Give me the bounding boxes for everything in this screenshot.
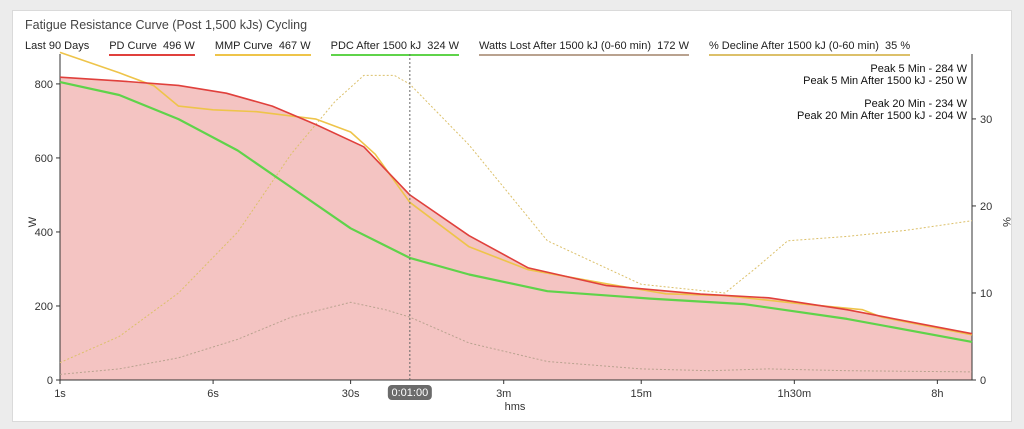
legend-swatch <box>479 54 689 56</box>
legend-swatch <box>214 54 311 56</box>
x-tick-label: 1s <box>54 388 66 400</box>
legend-item-percent-decline[interactable]: % Decline After 1500 kJ (0-60 min) 35 % <box>708 40 911 56</box>
cursor-badge-label: 0:01:00 <box>391 387 428 399</box>
x-tick-label: 1h30m <box>778 388 812 400</box>
peak-annotation: Peak 20 Min After 1500 kJ - 204 W <box>797 110 968 122</box>
legend-label: PD Curve <box>109 40 157 52</box>
legend-swatch <box>708 54 911 56</box>
legend-item-pdc-after[interactable]: PDC After 1500 kJ 324 W <box>330 40 460 56</box>
x-axis-label: hms <box>505 401 526 413</box>
legend-item-watts-lost[interactable]: Watts Lost After 1500 kJ (0-60 min) 172 … <box>479 40 689 56</box>
x-tick-label: 15m <box>631 388 652 400</box>
y2-tick-label: 30 <box>980 114 992 126</box>
peak-annotation: Peak 5 Min - 284 W <box>870 63 967 75</box>
y-tick-label: 800 <box>35 79 53 91</box>
chart-title: Fatigue Resistance Curve (Post 1,500 kJs… <box>25 18 308 32</box>
legend-label: % Decline After 1500 kJ (0-60 min) <box>708 40 879 52</box>
legend-value: 496 W <box>163 40 195 52</box>
y2-tick-label: 0 <box>980 375 986 387</box>
y-tick-label: 400 <box>35 227 53 239</box>
legend-label: MMP Curve <box>214 40 273 52</box>
legend-value: 324 W <box>427 40 460 52</box>
y-tick-label: 200 <box>35 301 53 313</box>
legend-value: 467 W <box>278 40 311 52</box>
y-tick-label: 600 <box>35 153 53 165</box>
legend-item-mmp-curve[interactable]: MMP Curve 467 W <box>214 40 311 56</box>
legend-label: PDC After 1500 kJ <box>330 40 422 52</box>
y2-axis-label: % <box>1000 217 1012 227</box>
x-tick-label: 8h <box>931 388 943 400</box>
series-line--decline-after-1500-kj-0-60-min <box>59 74 973 364</box>
legend-label: Watts Lost After 1500 kJ (0-60 min) <box>479 40 652 52</box>
peak-annotation: Peak 5 Min After 1500 kJ - 250 W <box>803 75 967 87</box>
x-tick-label: 6s <box>207 388 219 400</box>
series-line-pdc-after-1500-kj <box>59 81 973 343</box>
series-line-watts-lost-after-1500-kj-0-60-min <box>59 301 973 375</box>
y-tick-label: 0 <box>47 375 53 387</box>
legend-item-pd-curve[interactable]: PD Curve 496 W <box>109 40 195 56</box>
y2-tick-label: 10 <box>980 288 992 300</box>
cursor-badge <box>387 385 432 400</box>
pd-curve-area <box>60 77 972 380</box>
legend: Last 90 Days PD Curve 496 W MMP Curve 46… <box>25 40 911 56</box>
period-label: Last 90 Days <box>25 40 90 52</box>
legend-value: 172 W <box>657 40 689 52</box>
legend-swatch <box>109 54 195 56</box>
y2-tick-label: 20 <box>980 201 992 213</box>
y-axis-label: W <box>27 216 39 227</box>
legend-value: 35 % <box>885 40 911 52</box>
legend-swatch <box>330 54 460 56</box>
peak-annotation: Peak 20 Min - 234 W <box>864 98 967 110</box>
x-tick-label: 3m <box>496 388 511 400</box>
x-tick-label: 30s <box>342 388 360 400</box>
